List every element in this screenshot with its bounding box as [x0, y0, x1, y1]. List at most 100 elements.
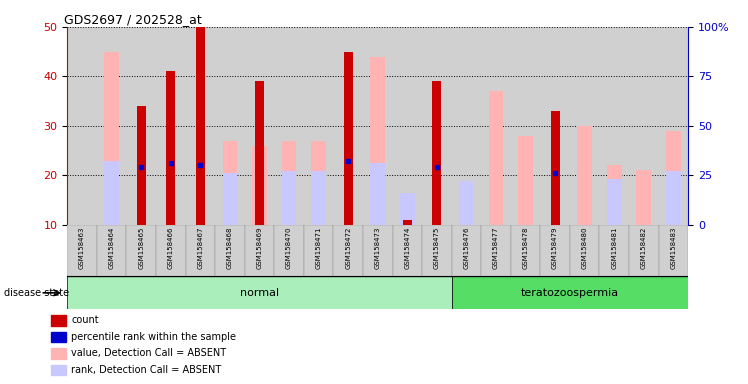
- Bar: [488, 91, 503, 225]
- Bar: [393, 225, 422, 276]
- Bar: [126, 225, 156, 276]
- Bar: [540, 27, 570, 225]
- Text: rank, Detection Call = ABSENT: rank, Detection Call = ABSENT: [71, 365, 221, 375]
- Bar: [51, 332, 66, 342]
- Bar: [104, 51, 119, 225]
- Text: GSM158480: GSM158480: [582, 226, 588, 269]
- Bar: [97, 27, 126, 225]
- Bar: [607, 179, 622, 225]
- Bar: [607, 166, 622, 225]
- Bar: [459, 181, 473, 225]
- Bar: [481, 225, 511, 276]
- Bar: [511, 225, 540, 276]
- Bar: [570, 27, 599, 225]
- Bar: [282, 171, 296, 225]
- Bar: [51, 364, 66, 375]
- Text: GSM158474: GSM158474: [405, 226, 411, 268]
- Bar: [97, 225, 126, 276]
- Bar: [511, 27, 540, 225]
- Bar: [255, 81, 264, 225]
- Bar: [245, 225, 275, 276]
- Text: GSM158472: GSM158472: [345, 226, 351, 268]
- Bar: [137, 106, 146, 225]
- Bar: [245, 27, 275, 225]
- Bar: [304, 27, 334, 225]
- Bar: [666, 171, 681, 225]
- Bar: [223, 141, 237, 225]
- Bar: [363, 225, 393, 276]
- Bar: [658, 27, 688, 225]
- Bar: [186, 27, 215, 225]
- Text: GSM158483: GSM158483: [670, 226, 676, 269]
- Bar: [215, 225, 245, 276]
- Bar: [196, 27, 205, 225]
- Text: value, Detection Call = ABSENT: value, Detection Call = ABSENT: [71, 348, 226, 358]
- Text: disease state: disease state: [4, 288, 69, 298]
- Text: GSM158471: GSM158471: [316, 226, 322, 269]
- Bar: [658, 225, 688, 276]
- Bar: [344, 51, 352, 225]
- Text: GSM158466: GSM158466: [168, 226, 174, 269]
- Bar: [452, 27, 481, 225]
- Bar: [156, 27, 186, 225]
- Bar: [452, 225, 481, 276]
- Text: GSM158463: GSM158463: [79, 226, 85, 269]
- Bar: [629, 27, 658, 225]
- Bar: [311, 171, 326, 225]
- Bar: [215, 27, 245, 225]
- Bar: [51, 315, 66, 326]
- Text: percentile rank within the sample: percentile rank within the sample: [71, 332, 236, 342]
- Text: GSM158481: GSM158481: [611, 226, 617, 269]
- Bar: [422, 225, 452, 276]
- Bar: [518, 136, 533, 225]
- Text: normal: normal: [240, 288, 279, 298]
- Bar: [370, 56, 385, 225]
- Bar: [67, 27, 97, 225]
- Text: GSM158475: GSM158475: [434, 226, 440, 268]
- Text: GSM158479: GSM158479: [552, 226, 558, 269]
- Bar: [67, 276, 452, 309]
- Bar: [432, 81, 441, 225]
- Bar: [452, 276, 688, 309]
- Bar: [252, 146, 267, 225]
- Bar: [403, 220, 411, 225]
- Bar: [637, 170, 652, 225]
- Bar: [156, 225, 186, 276]
- Bar: [275, 225, 304, 276]
- Bar: [540, 225, 570, 276]
- Bar: [629, 225, 658, 276]
- Bar: [422, 27, 452, 225]
- Bar: [67, 225, 97, 276]
- Text: GSM158473: GSM158473: [375, 226, 381, 269]
- Bar: [126, 27, 156, 225]
- Bar: [599, 27, 629, 225]
- Bar: [400, 193, 414, 225]
- Text: GSM158467: GSM158467: [197, 226, 203, 269]
- Text: GSM158469: GSM158469: [257, 226, 263, 269]
- Text: GSM158478: GSM158478: [523, 226, 529, 269]
- Bar: [311, 141, 326, 225]
- Bar: [223, 173, 237, 225]
- Text: GSM158465: GSM158465: [138, 226, 144, 268]
- Text: GSM158468: GSM158468: [227, 226, 233, 269]
- Bar: [304, 225, 334, 276]
- Bar: [282, 141, 296, 225]
- Text: GSM158482: GSM158482: [641, 226, 647, 268]
- Text: GSM158477: GSM158477: [493, 226, 499, 269]
- Bar: [334, 225, 363, 276]
- Bar: [577, 126, 592, 225]
- Bar: [186, 225, 215, 276]
- Text: GSM158470: GSM158470: [286, 226, 292, 269]
- Bar: [275, 27, 304, 225]
- Bar: [334, 27, 363, 225]
- Bar: [104, 161, 119, 225]
- Bar: [370, 163, 385, 225]
- Bar: [570, 225, 599, 276]
- Bar: [166, 71, 175, 225]
- Text: GSM158476: GSM158476: [464, 226, 470, 269]
- Bar: [666, 131, 681, 225]
- Text: teratozoospermia: teratozoospermia: [521, 288, 619, 298]
- Bar: [393, 27, 422, 225]
- Bar: [481, 27, 511, 225]
- Bar: [363, 27, 393, 225]
